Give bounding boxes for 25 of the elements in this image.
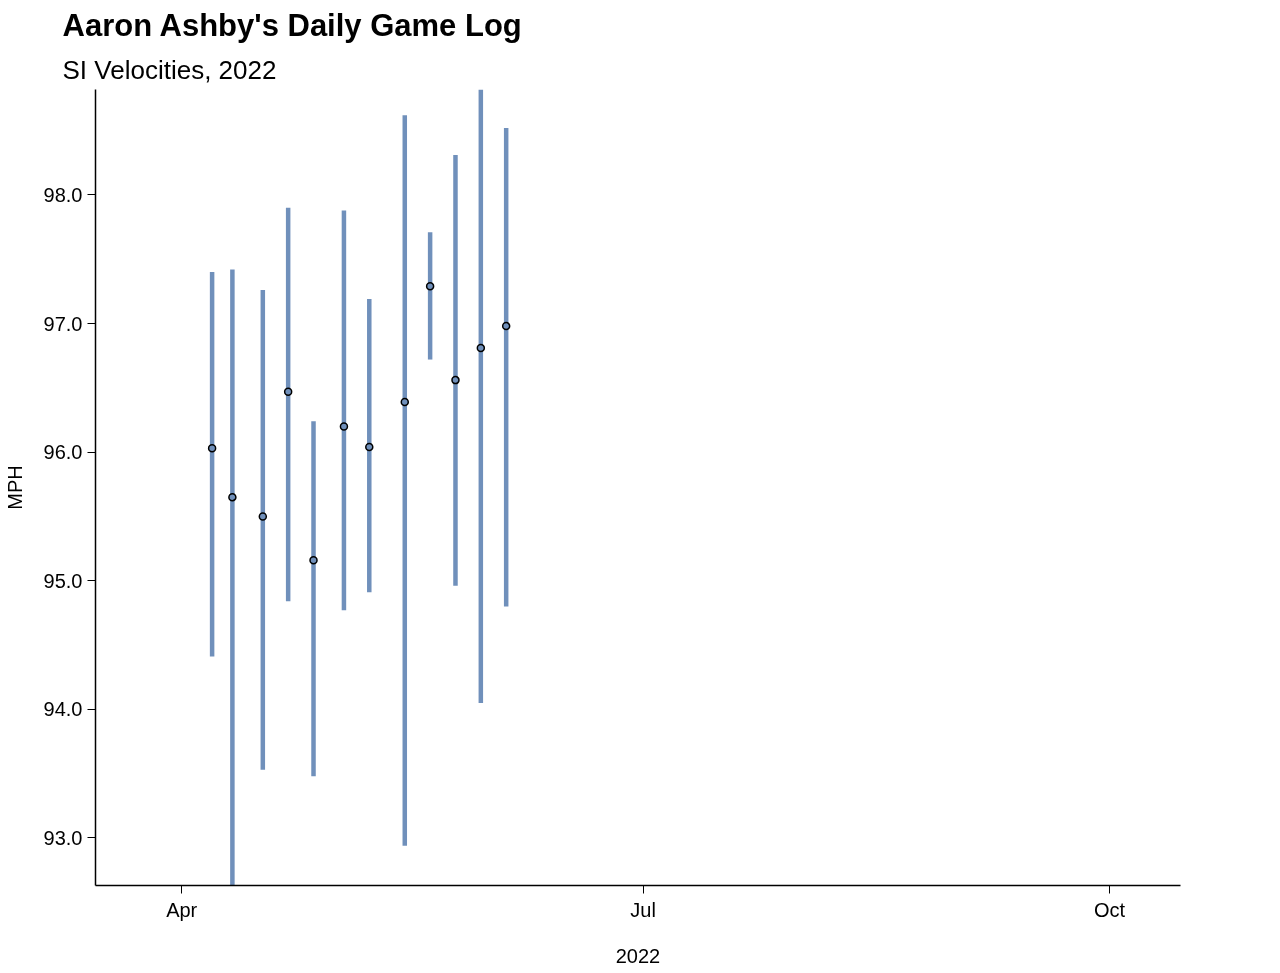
x-axis-title: 2022: [615, 944, 661, 967]
chart-title: Aaron Ashby's Daily Game Log: [62, 7, 522, 43]
point: [365, 442, 374, 452]
point: [425, 282, 435, 291]
y-axis-title: MPH: [3, 465, 26, 510]
point: [207, 444, 217, 453]
chart-subtitle: SI Velocities, 2022: [62, 54, 277, 85]
point: [476, 343, 486, 353]
y-tick-label: 96.0: [43, 441, 83, 464]
point: [258, 512, 268, 521]
y-tick-label: 94.0: [43, 698, 83, 721]
point: [283, 387, 293, 396]
point: [309, 555, 318, 565]
point: [451, 375, 460, 385]
y-tick-label: 98.0: [43, 183, 83, 206]
y-tick-label: 97.0: [43, 312, 83, 335]
x-tick-label: Apr: [166, 898, 198, 921]
point: [400, 397, 410, 407]
point: [339, 422, 349, 431]
point: [501, 321, 511, 331]
y-tick-label: 93.0: [43, 826, 83, 849]
x-tick-label: Jul: [630, 898, 656, 921]
point: [228, 492, 237, 502]
x-tick-label: Oct: [1093, 898, 1126, 921]
y-tick-label: 95.0: [43, 569, 83, 592]
